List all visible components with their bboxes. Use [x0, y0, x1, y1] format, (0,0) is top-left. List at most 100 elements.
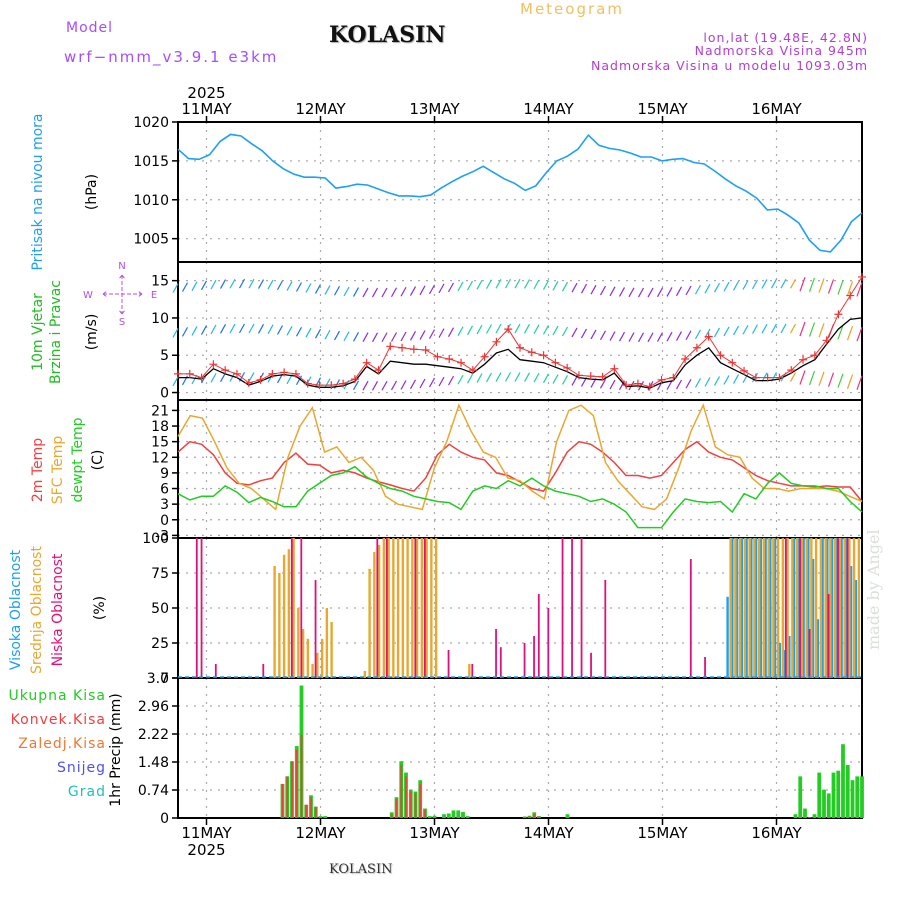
wind-barb	[381, 332, 388, 343]
wind-barb	[818, 278, 825, 293]
wind-barb	[466, 374, 474, 384]
cloud-bar-1	[729, 538, 732, 678]
wind-barb	[799, 321, 806, 337]
precip-bar-1	[533, 814, 536, 818]
cloud-bar-1	[292, 538, 295, 678]
wind-barb	[238, 323, 246, 334]
precip-bar-0	[855, 776, 860, 818]
wind-gust-marker	[669, 373, 678, 382]
precip-ytick-label: 2.96	[138, 699, 169, 715]
cloud-bar-1	[396, 538, 400, 678]
wind-barb	[286, 281, 293, 291]
wind-barb	[295, 326, 303, 337]
cloud-bar-1	[824, 538, 827, 678]
wind-barb	[713, 376, 721, 386]
wind-barb	[533, 372, 540, 383]
wind-gust-marker	[398, 343, 407, 352]
wind-barb	[352, 332, 360, 342]
precip-bar-1	[414, 793, 417, 818]
wind-gust-marker	[244, 378, 253, 387]
wind-gust-marker	[480, 352, 489, 361]
wind-barb	[352, 287, 360, 297]
cloud-bar-1	[406, 538, 409, 678]
wind-barb	[656, 287, 664, 298]
cloud-bar-0	[750, 538, 753, 678]
cloud-bar-1	[743, 538, 747, 678]
clouds-ytick-label: 75	[151, 566, 169, 582]
wind-barb	[704, 377, 711, 387]
cloud-bar-1	[791, 538, 794, 678]
temp-line-0	[177, 440, 863, 502]
bottom-day-label: 12MAY	[295, 824, 346, 842]
temperature-ytick-label: 21	[151, 403, 169, 419]
cloud-bar-1	[373, 552, 376, 678]
cloud-bar-0	[840, 538, 843, 678]
wind-barb	[419, 330, 426, 340]
precip-bar-0	[451, 810, 456, 818]
wind-barb	[267, 324, 274, 335]
precip-bar-1	[523, 816, 526, 818]
wind-barb	[571, 327, 578, 338]
cloud-bar-1	[829, 538, 832, 678]
cloud-bar-1	[852, 538, 856, 678]
cloud-bar-2	[447, 650, 450, 678]
wind-gust-marker	[209, 360, 218, 369]
compass-arrows-icon	[102, 274, 143, 315]
cloud-bar-1	[814, 538, 818, 678]
precip-bar-1	[295, 749, 298, 818]
precip-bar-1	[409, 791, 412, 818]
cloud-bar-2	[827, 594, 830, 678]
wind-barb	[438, 283, 445, 294]
wind-barb	[362, 380, 369, 391]
cloud-bar-1	[781, 538, 785, 678]
wind-barb	[542, 280, 550, 290]
wind-barb	[618, 287, 626, 297]
wind-gust-marker	[834, 310, 843, 319]
wind-barb	[191, 326, 198, 336]
cloud-bar-2	[300, 538, 303, 678]
wind-barb	[580, 283, 588, 294]
cloud-bar-1	[838, 538, 842, 678]
wind-barb	[666, 287, 673, 297]
precip-bar-0	[817, 772, 822, 818]
precip-bar-1	[305, 804, 308, 818]
wind-barb	[305, 283, 312, 293]
wind-barb	[732, 280, 740, 291]
precip-bar-0	[798, 776, 803, 818]
cloud-bar-1	[819, 538, 823, 678]
wind-barb	[789, 372, 797, 382]
cloud-bar-1	[425, 538, 428, 678]
wind-barb	[780, 278, 787, 289]
wind-barb	[485, 324, 493, 334]
wind-barb	[808, 370, 816, 386]
wind-barb	[343, 286, 350, 297]
wind-barb	[837, 280, 844, 295]
cloud-bar-2	[837, 538, 839, 678]
wind-gust-marker	[468, 366, 477, 375]
cloud-bar-0	[807, 538, 810, 678]
cloud-bar-2	[689, 559, 692, 678]
wind-barb	[267, 279, 274, 290]
pressure-axis-title: Pritisak na nivou mora	[30, 113, 46, 270]
wind-ytick-label: 10	[151, 311, 169, 327]
temp-axis-unit: (C)	[90, 450, 106, 471]
wind-barb	[590, 329, 597, 340]
wind-barb	[856, 326, 863, 342]
wind-barb	[248, 278, 255, 289]
temp-axis-title-2m: 2m Temp	[30, 438, 46, 502]
top-day-label: 13MAY	[409, 100, 460, 118]
wind-barb	[732, 325, 740, 336]
top-day-label: 14MAY	[523, 100, 574, 118]
wind-barb	[504, 372, 512, 382]
wind-barb	[419, 378, 426, 389]
wind-barb	[257, 324, 265, 334]
wind-barb	[495, 372, 502, 382]
cloud-bar-0	[788, 636, 791, 678]
wind-gust-marker	[268, 369, 277, 378]
cloud-bar-0	[773, 538, 777, 678]
cloud-bar-1	[401, 538, 405, 678]
wind-barb	[229, 278, 236, 289]
cloud-bar-1	[273, 566, 276, 678]
pressure-ytick-label: 1020	[133, 115, 169, 131]
wind-ytick-label: 15	[151, 274, 169, 290]
